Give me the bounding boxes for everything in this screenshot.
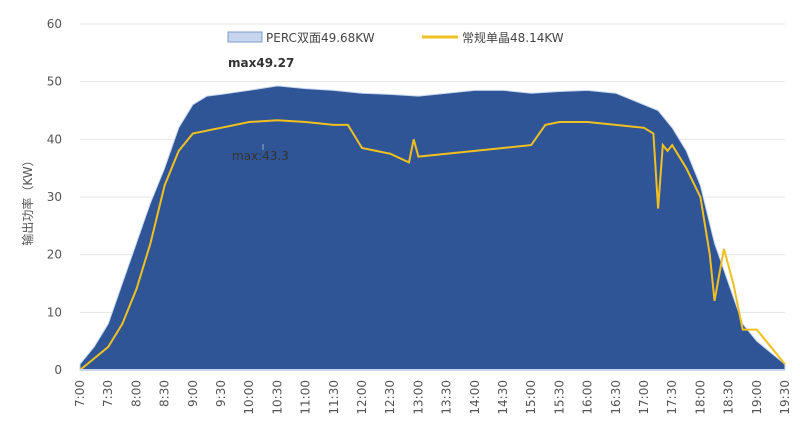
x-tick-label: 19:30 [778, 380, 792, 415]
x-tick-label: 14:30 [496, 380, 510, 415]
series-area-perc [79, 85, 786, 371]
y-tick-label: 0 [54, 363, 62, 377]
x-tick-label: 15:30 [552, 380, 566, 415]
annotation-max-perc: max49.27 [228, 56, 294, 70]
x-tick-label: 11:30 [327, 380, 341, 415]
y-tick-label: 40 [47, 132, 62, 146]
x-tick-label: 11:00 [299, 380, 313, 415]
x-tick-label: 9:30 [214, 380, 228, 407]
x-tick-label: 19:00 [750, 380, 764, 415]
x-tick-label: 15:00 [524, 380, 538, 415]
x-tick-label: 12:30 [383, 380, 397, 415]
x-tick-label: 13:30 [440, 380, 454, 415]
y-tick-label: 60 [47, 17, 62, 31]
x-tick-label: 18:00 [693, 380, 707, 415]
legend-label-mono: 常规单晶48.14KW [462, 30, 564, 45]
x-tick-label: 9:00 [186, 380, 200, 407]
legend-label-perc: PERC双面49.68KW [266, 31, 375, 45]
y-tick-label: 30 [47, 190, 62, 204]
x-tick-label: 16:00 [581, 380, 595, 415]
x-tick-label: 12:00 [355, 380, 369, 415]
series-line-mono [79, 119, 786, 371]
x-tick-label: 8:30 [158, 380, 172, 407]
y-axis-label: 输出功率（KW） [20, 154, 35, 245]
x-tick-label: 14:00 [468, 380, 482, 415]
x-tick-label: 7:30 [101, 380, 115, 407]
x-tick-label: 7:00 [73, 380, 87, 407]
y-tick-label: 10 [47, 305, 62, 319]
x-tick-label: 10:30 [270, 380, 284, 415]
x-tick-label: 13:00 [411, 380, 425, 415]
x-tick-label: 8:00 [129, 380, 143, 407]
annotation-max-mono: max:43.3 [232, 149, 289, 163]
x-tick-label: 18:30 [722, 380, 736, 415]
x-tick-label: 17:00 [637, 380, 651, 415]
legend-swatch-perc [227, 31, 263, 43]
x-tick-label: 16:30 [609, 380, 623, 415]
y-tick-label: 20 [47, 248, 62, 262]
x-tick-label: 10:00 [242, 380, 256, 415]
x-tick-label: 17:30 [665, 380, 679, 415]
y-tick-label: 50 [47, 75, 62, 89]
